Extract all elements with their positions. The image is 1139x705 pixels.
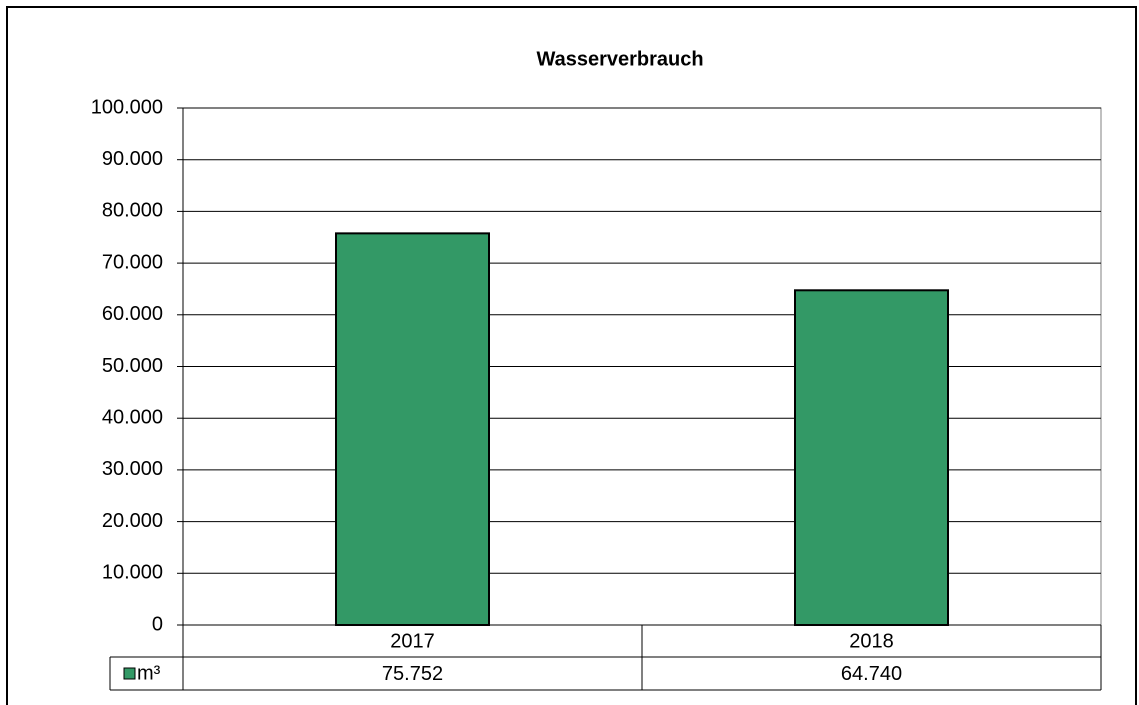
x-tick-label: 2017 <box>390 630 435 652</box>
y-tick-label: 20.000 <box>102 510 163 532</box>
y-tick-label: 100.000 <box>91 96 163 118</box>
y-tick-label: 30.000 <box>102 458 163 480</box>
y-tick-label: 50.000 <box>102 355 163 377</box>
y-tick-label: 90.000 <box>102 148 163 170</box>
table-value: 75.752 <box>382 663 443 685</box>
y-tick-label: 40.000 <box>102 406 163 428</box>
legend-label: m³ <box>137 662 161 684</box>
y-tick-label: 60.000 <box>102 303 163 325</box>
chart-title: Wasserverbrauch <box>536 48 703 70</box>
y-tick-label: 70.000 <box>102 251 163 273</box>
y-tick-label: 80.000 <box>102 200 163 222</box>
y-tick-label: 10.000 <box>102 562 163 584</box>
x-tick-label: 2018 <box>849 630 894 652</box>
bar <box>335 232 490 627</box>
bar <box>794 289 949 626</box>
table-value: 64.740 <box>841 663 902 685</box>
y-tick-label: 0 <box>152 613 163 635</box>
legend-key <box>123 667 136 680</box>
